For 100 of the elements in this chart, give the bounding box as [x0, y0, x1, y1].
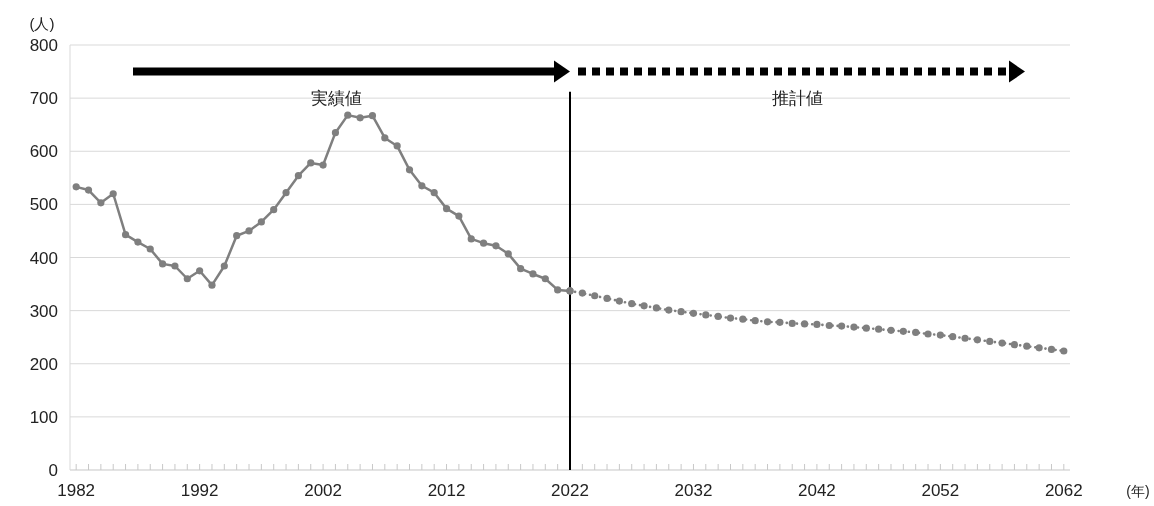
point — [862, 324, 870, 332]
point — [665, 306, 673, 314]
point — [702, 311, 710, 319]
point — [183, 275, 191, 283]
point — [418, 182, 426, 190]
point — [788, 319, 796, 327]
point — [356, 114, 364, 122]
point — [973, 336, 982, 344]
point — [615, 297, 623, 305]
point — [257, 218, 265, 226]
point — [640, 302, 648, 310]
x-tick-label: 1992 — [180, 481, 219, 500]
point — [134, 238, 142, 246]
point — [578, 289, 586, 297]
point — [72, 183, 80, 191]
point — [850, 323, 858, 331]
point — [800, 320, 809, 328]
point — [294, 172, 302, 180]
point — [603, 294, 611, 303]
point — [233, 232, 241, 240]
x-tick-label: 2012 — [427, 481, 466, 500]
point — [121, 231, 130, 239]
x-tick-label: 1982 — [57, 481, 96, 500]
point — [628, 300, 636, 308]
y-tick-label: 200 — [29, 354, 58, 374]
point — [739, 315, 747, 323]
point — [504, 250, 512, 258]
y-axis-title: (人) — [29, 15, 55, 32]
point — [899, 327, 907, 335]
point — [554, 286, 562, 294]
x-tick-label: 2022 — [551, 481, 589, 500]
point — [517, 265, 525, 273]
point — [813, 320, 821, 329]
y-tick-label: 0 — [48, 461, 58, 480]
y-tick-label: 400 — [29, 248, 58, 268]
point — [949, 333, 957, 341]
point — [825, 321, 833, 330]
point — [344, 111, 352, 119]
point — [430, 189, 438, 197]
point — [208, 281, 216, 289]
point — [1047, 345, 1056, 354]
point — [1035, 344, 1043, 352]
annotation: 実績値 — [311, 88, 362, 108]
point — [677, 308, 685, 316]
point — [652, 304, 661, 312]
point — [158, 260, 167, 268]
point — [1060, 347, 1068, 355]
point — [368, 112, 377, 120]
point — [196, 267, 204, 275]
point — [442, 205, 451, 213]
point — [541, 275, 549, 283]
point — [319, 161, 327, 169]
annotation: 推計値 — [772, 88, 823, 108]
point — [1010, 341, 1019, 349]
x-tick-label: 2002 — [304, 481, 342, 500]
y-tick-label: 100 — [29, 407, 58, 427]
point — [726, 314, 735, 322]
y-tick-label: 800 — [29, 36, 58, 55]
point — [529, 270, 537, 278]
point — [763, 318, 772, 326]
point — [751, 317, 759, 325]
point — [405, 166, 414, 174]
y-tick-label: 600 — [29, 142, 58, 162]
point — [331, 129, 340, 137]
point — [875, 325, 883, 333]
point — [998, 339, 1006, 347]
point — [492, 242, 500, 250]
x-tick-label: 2042 — [798, 481, 836, 500]
point — [270, 206, 278, 214]
point — [220, 262, 228, 270]
point — [307, 159, 315, 167]
x-axis-title: (年) — [1126, 483, 1150, 499]
point — [986, 337, 994, 346]
point — [838, 322, 846, 330]
point — [924, 330, 932, 338]
x-tick-label: 2062 — [1044, 481, 1083, 500]
x-tick-label: 2032 — [674, 481, 713, 500]
point — [961, 334, 969, 342]
point — [109, 190, 117, 198]
point — [479, 239, 488, 247]
point — [97, 199, 105, 207]
y-tick-label: 500 — [29, 195, 58, 215]
y-tick-label: 700 — [29, 89, 58, 109]
point — [146, 245, 154, 253]
point — [887, 326, 895, 334]
point — [467, 235, 475, 243]
x-tick-label: 2052 — [921, 481, 960, 500]
point — [455, 212, 463, 220]
point — [1023, 342, 1031, 350]
point — [171, 262, 179, 270]
point — [714, 312, 722, 321]
point — [393, 142, 401, 150]
y-tick-label: 300 — [29, 301, 58, 321]
point — [381, 134, 389, 142]
point — [936, 331, 944, 339]
point — [689, 309, 698, 317]
point — [591, 292, 599, 300]
point — [84, 186, 93, 194]
point — [912, 328, 920, 337]
point — [282, 189, 290, 197]
